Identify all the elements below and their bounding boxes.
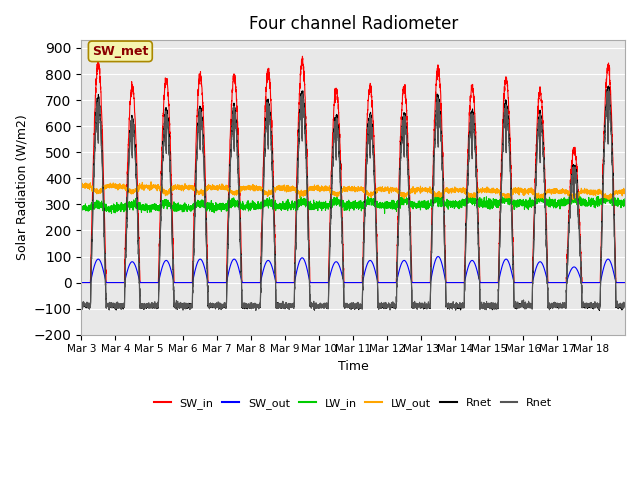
SW_in: [373, 253, 381, 259]
LW_out: [529, 188, 537, 194]
LW_out: [373, 190, 381, 195]
LW_in: [621, 196, 629, 202]
Rnet: [529, 268, 537, 274]
Rnet: [543, 252, 550, 257]
LW_out: [403, 192, 410, 198]
LW_in: [373, 204, 381, 210]
Rnet: [403, 131, 410, 136]
Rnet: [252, 308, 260, 313]
Rnet: [403, 126, 410, 132]
SW_out: [543, 276, 551, 282]
Rnet: [621, 302, 629, 308]
SW_in: [190, 211, 198, 216]
SW_in: [543, 247, 551, 252]
SW_in: [299, 53, 307, 59]
LW_in: [572, 191, 580, 197]
Line: SW_out: SW_out: [81, 256, 625, 283]
Rnet: [502, 147, 510, 153]
SW_out: [621, 280, 629, 286]
Y-axis label: Solar Radiation (W/m2): Solar Radiation (W/m2): [15, 115, 28, 260]
LW_in: [543, 198, 551, 204]
Rnet: [77, 304, 85, 310]
SW_out: [434, 253, 442, 259]
Line: LW_in: LW_in: [81, 194, 625, 214]
SW_in: [502, 79, 510, 85]
LW_in: [190, 200, 198, 206]
SW_out: [373, 276, 381, 282]
LW_out: [190, 186, 198, 192]
Rnet: [621, 302, 629, 308]
Title: Four channel Radiometer: Four channel Radiometer: [248, 15, 458, 33]
Rnet: [190, 236, 198, 242]
Rnet: [373, 268, 381, 274]
Line: SW_in: SW_in: [81, 56, 625, 283]
Text: SW_met: SW_met: [92, 45, 148, 58]
LW_in: [108, 211, 115, 216]
LW_out: [543, 190, 551, 195]
Line: Rnet: Rnet: [81, 86, 625, 311]
Legend: SW_in, SW_out, LW_in, LW_out, Rnet, Rnet: SW_in, SW_out, LW_in, LW_out, Rnet, Rnet: [150, 393, 557, 413]
Rnet: [77, 302, 85, 308]
LW_out: [77, 183, 85, 189]
SW_in: [403, 106, 410, 112]
Rnet: [543, 260, 551, 265]
LW_out: [147, 179, 155, 185]
Rnet: [373, 271, 381, 277]
SW_in: [529, 257, 537, 263]
LW_in: [77, 205, 85, 211]
X-axis label: Time: Time: [338, 360, 369, 373]
Rnet: [605, 86, 612, 92]
SW_out: [77, 280, 85, 286]
Rnet: [605, 83, 612, 89]
LW_out: [502, 195, 510, 201]
Rnet: [502, 105, 510, 111]
SW_out: [403, 260, 410, 265]
SW_out: [502, 256, 510, 262]
Line: Rnet: Rnet: [81, 89, 625, 311]
LW_in: [529, 198, 537, 204]
LW_out: [570, 197, 577, 203]
LW_in: [403, 195, 410, 201]
Rnet: [529, 271, 537, 276]
SW_out: [190, 272, 198, 278]
SW_in: [77, 280, 85, 286]
Rnet: [190, 237, 198, 243]
LW_out: [621, 189, 629, 195]
Line: LW_out: LW_out: [81, 182, 625, 200]
SW_in: [621, 280, 629, 286]
LW_in: [502, 194, 510, 200]
Rnet: [596, 308, 604, 313]
SW_out: [529, 277, 537, 283]
